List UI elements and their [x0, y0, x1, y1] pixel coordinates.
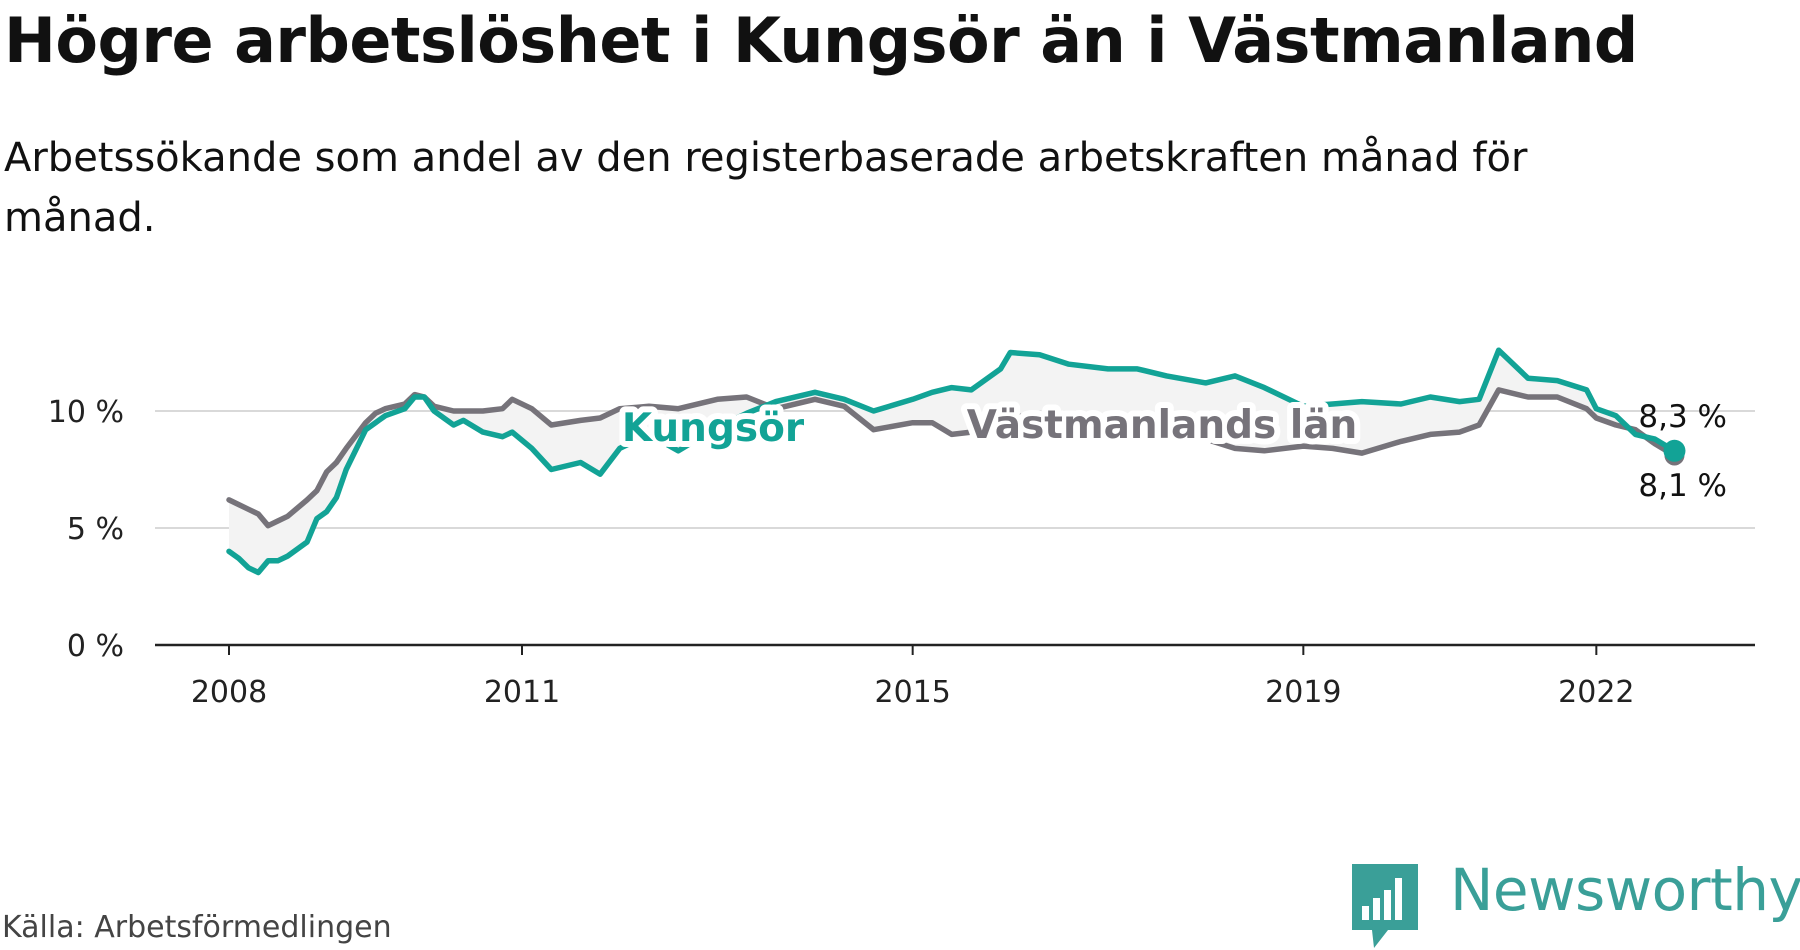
y-tick-label: 0 % [67, 629, 124, 664]
brand-name: Newsworthy [1450, 856, 1800, 924]
y-tick-label: 10 % [48, 395, 124, 430]
source-note: Källa: Arbetsförmedlingen [2, 910, 392, 945]
series-label-kungsor: Kungsör [622, 406, 805, 451]
end-label-kungsor: 8,3 % [1638, 399, 1727, 435]
end-point-kungsor [1663, 439, 1686, 462]
x-tick-label: 2022 [1558, 675, 1634, 710]
series-line-vastmanland [226, 387, 1678, 529]
x-tick-label: 2019 [1265, 675, 1341, 710]
y-tick-label: 5 % [67, 512, 124, 547]
series-line-kungsor [226, 347, 1678, 576]
end-label-vastmanland: 8,1 % [1638, 468, 1727, 504]
chart-subtitle: Arbetssökande som andel av den registerb… [4, 135, 1528, 241]
x-tick-label: 2015 [874, 675, 950, 710]
newsworthy-logo-icon [1352, 864, 1418, 948]
series-gap-band [229, 350, 1675, 573]
chart-title: Högre arbetslöshet i Kungsör än i Västma… [4, 4, 1638, 77]
x-tick-label: 2011 [484, 675, 560, 710]
series-label-vastmanland: Västmanlands län [967, 403, 1358, 448]
x-tick-label: 2008 [191, 675, 267, 710]
